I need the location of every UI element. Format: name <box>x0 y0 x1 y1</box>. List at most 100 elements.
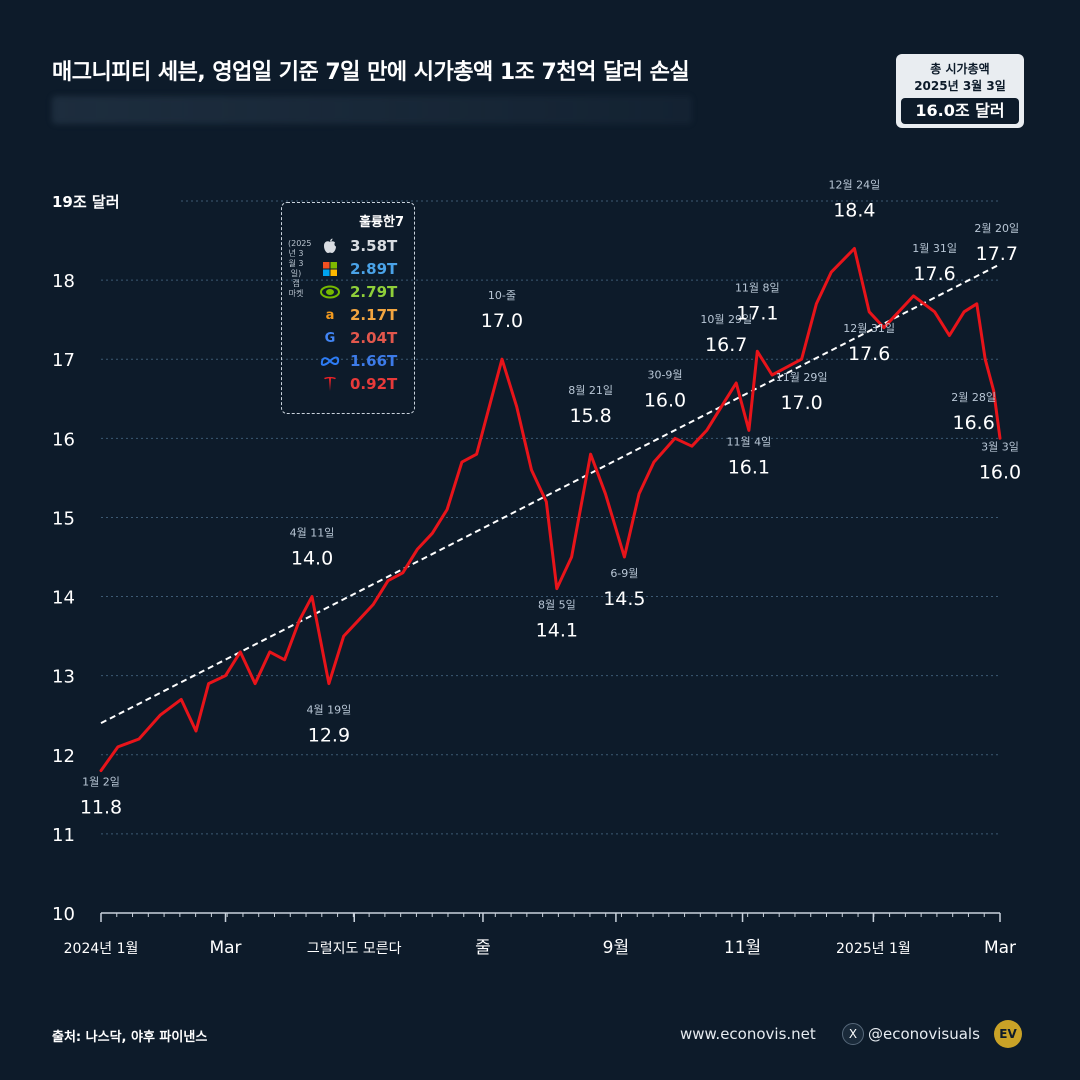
annotation-value: 11.8 <box>80 797 122 819</box>
microsoft-icon <box>320 261 340 277</box>
total-box-date: 2025년 3월 3일 <box>914 79 1006 93</box>
tesla-icon <box>320 376 340 392</box>
data-point <box>357 619 360 622</box>
legend-title: 훌륭한7 <box>359 215 404 230</box>
x-tick-label: 9월 <box>603 938 629 958</box>
data-point <box>179 698 183 701</box>
annotation-value: 17.7 <box>976 243 1018 265</box>
x-tick-label: 그럴지도 모른다 <box>307 941 402 957</box>
data-point <box>431 532 434 535</box>
legend: 훌륭한7 (2025년 3월 3일) 캡 마켓 3.58T 2.89T 2.79T a… <box>281 202 415 414</box>
data-point <box>460 460 464 464</box>
annotation-value: 15.8 <box>569 405 611 427</box>
annotation-value: 17.6 <box>913 263 955 285</box>
annotation: 12월 24일 18.4 <box>829 177 881 221</box>
annotation-value: 12.9 <box>308 725 350 747</box>
annotation-date: 8월 5일 <box>538 598 576 612</box>
data-point <box>158 714 162 717</box>
blurred-subtitle <box>52 96 692 124</box>
annotation-date: 3월 3일 <box>981 439 1019 453</box>
data-point <box>785 365 789 369</box>
annotation-value: 17.0 <box>780 392 822 414</box>
annotation-value: 16.6 <box>953 412 995 434</box>
data-point <box>589 452 592 456</box>
total-box-label: 총 시가총액 <box>930 62 990 76</box>
social-handle[interactable]: @econovisuals <box>868 1025 980 1043</box>
legend-side-label: (2025년 3월 3일) 캡 마켓 <box>288 239 312 298</box>
data-point <box>401 571 404 575</box>
website-link[interactable]: www.econovis.net <box>680 1025 816 1043</box>
data-point <box>962 310 966 313</box>
data-point <box>116 745 120 749</box>
legend-row: 2.79T <box>320 281 397 303</box>
annotation-value: 14.1 <box>536 620 578 642</box>
legend-row: 2.89T <box>320 258 397 280</box>
data-point <box>705 429 708 432</box>
legend-row: G 2.04T <box>320 327 398 349</box>
x-tick-label: 2025년 1월 <box>836 941 911 957</box>
data-point <box>298 619 301 622</box>
data-point <box>500 358 504 361</box>
annotation-date: 11월 8일 <box>735 280 780 294</box>
x-tick-label: 줄 <box>475 938 491 958</box>
data-point <box>570 555 573 559</box>
annotation: 1월 31일 17.6 <box>912 241 957 285</box>
total-box-value: 16.0조 달러 <box>901 98 1019 124</box>
chart-title: 매그니피티 세븐, 영업일 기준 7일 만에 시가총액 1조 7천억 달러 손실 <box>52 60 690 85</box>
annotation-date: 12월 24일 <box>829 177 881 191</box>
x-tick-label: 2024년 1월 <box>64 941 139 957</box>
annotation-date: 2월 28일 <box>951 390 996 404</box>
y-tick-label: 16 <box>52 429 75 450</box>
data-point <box>386 579 390 582</box>
annotation: 10-줄 17.0 <box>481 289 523 332</box>
annotation-value: 17.0 <box>481 310 523 332</box>
x-tick-label: 11월 <box>724 938 761 958</box>
econovis-logo-icon: EV <box>994 1020 1022 1048</box>
annotation: 2월 28일 16.6 <box>951 390 996 434</box>
annotation: 6-9월 14.5 <box>603 567 645 610</box>
annotation-value: 18.4 <box>833 199 875 221</box>
annotation-value: 16.0 <box>979 461 1021 483</box>
data-point <box>756 350 759 353</box>
data-point <box>800 358 803 361</box>
data-point <box>99 769 103 772</box>
annotation-value: 14.0 <box>291 548 333 570</box>
y-axis-label: 19조 달러 <box>52 193 120 211</box>
annotation-date: 1월 2일 <box>82 775 120 789</box>
annotation: 12월 31일 17.6 <box>843 321 895 365</box>
data-point <box>224 674 227 677</box>
legend-row: 3.58T <box>320 235 397 257</box>
annotation: 2월 20일 17.7 <box>974 221 1019 265</box>
data-point <box>490 397 493 400</box>
data-point <box>310 595 314 598</box>
x-tick-label: Mar <box>984 938 1016 958</box>
legend-row: a 2.17T <box>320 304 398 326</box>
data-point <box>445 508 449 511</box>
annotation-value: 17.1 <box>736 302 778 324</box>
annotation-date: 30-9월 <box>647 368 682 381</box>
legend-value: 2.89T <box>350 260 398 278</box>
y-tick-label: 15 <box>52 508 75 529</box>
annotation-value: 14.5 <box>603 588 645 610</box>
data-point <box>545 500 548 503</box>
annotation-date: 12월 31일 <box>843 321 895 335</box>
total-market-cap-box: 총 시가총액 2025년 3월 3일 16.0조 달러 <box>896 54 1024 128</box>
annotation-date: 10-줄 <box>488 289 516 302</box>
data-point <box>530 468 533 472</box>
y-tick-label: 12 <box>52 746 75 767</box>
annotation: 8월 5일 14.1 <box>536 598 578 642</box>
data-point <box>475 452 478 456</box>
nvidia-icon <box>320 284 340 300</box>
legend-value: 0.92T <box>350 375 398 393</box>
data-point <box>342 634 345 638</box>
trend-line <box>100 263 1001 725</box>
annotation-date: 2월 20일 <box>974 221 1019 235</box>
annotation: 1월 2일 11.8 <box>80 775 122 819</box>
data-point <box>984 358 987 361</box>
y-tick-label: 10 <box>52 904 75 925</box>
data-point <box>690 445 694 448</box>
y-tick-label: 14 <box>52 588 75 609</box>
data-point <box>268 650 272 654</box>
data-point <box>194 729 198 733</box>
